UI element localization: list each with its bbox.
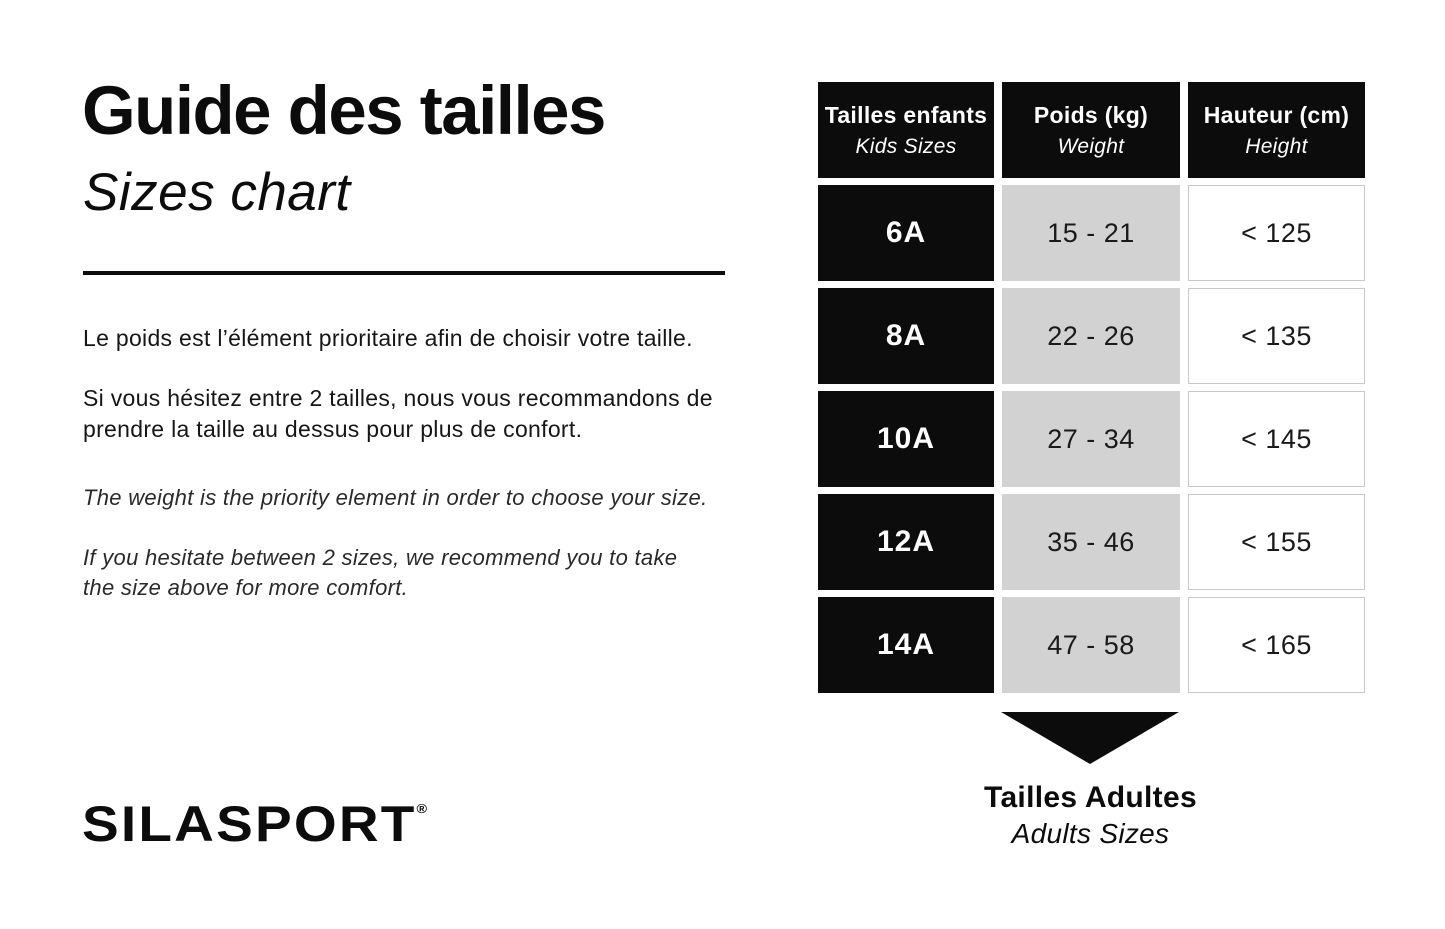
height-cell: < 165 — [1188, 597, 1365, 693]
intro-english-line-2: If you hesitate between 2 sizes, we reco… — [83, 545, 678, 600]
adults-label-english: Adults Sizes — [1011, 818, 1170, 849]
page-title-french: Guide des tailles — [82, 72, 606, 149]
kids-size-table: Tailles enfants Kids Sizes Poids (kg) We… — [818, 82, 1365, 693]
header-french-label: Hauteur (cm) — [1203, 101, 1350, 128]
header-cell-height: Hauteur (cm) Height — [1188, 82, 1365, 178]
header-french-label: Poids (kg) — [1033, 101, 1149, 128]
height-cell: < 135 — [1188, 288, 1365, 384]
intro-english-line-1: The weight is the priority element in or… — [83, 485, 708, 510]
size-cell: 12A — [818, 494, 994, 590]
silasport-logo: SILASPORT® — [82, 795, 427, 853]
weight-cell: 35 - 46 — [1002, 494, 1180, 590]
adults-label-french: Tailles Adultes — [984, 781, 1197, 814]
title-divider — [83, 271, 725, 275]
weight-cell: 47 - 58 — [1002, 597, 1180, 693]
adults-sizes-label: Tailles Adultes Adults Sizes — [818, 781, 1363, 850]
header-english-label: Weight — [1057, 134, 1125, 158]
header-english-label: Kids Sizes — [855, 134, 957, 158]
intro-french-line-2: Si vous hésitez entre 2 tailles, nous vo… — [83, 385, 713, 442]
weight-cell: 27 - 34 — [1002, 391, 1180, 487]
height-cell: < 125 — [1188, 185, 1365, 281]
header-french-label: Tailles enfants — [824, 101, 988, 128]
header-english-label: Height — [1245, 134, 1308, 158]
header-cell-kids-sizes: Tailles enfants Kids Sizes — [818, 82, 994, 178]
page-title-english: Sizes chart — [83, 163, 351, 222]
weight-cell: 22 - 26 — [1002, 288, 1180, 384]
size-cell: 14A — [818, 597, 994, 693]
intro-french-line-1: Le poids est l’élément prioritaire afin … — [83, 325, 693, 351]
header-cell-weight: Poids (kg) Weight — [1002, 82, 1180, 178]
down-arrow-icon — [1001, 712, 1179, 764]
size-cell: 8A — [818, 288, 994, 384]
size-cell: 6A — [818, 185, 994, 281]
weight-cell: 15 - 21 — [1002, 185, 1180, 281]
logo-wordmark: SILASPORT — [82, 796, 417, 852]
size-cell: 10A — [818, 391, 994, 487]
height-cell: < 145 — [1188, 391, 1365, 487]
registered-trademark-icon: ® — [416, 801, 428, 816]
height-cell: < 155 — [1188, 494, 1365, 590]
